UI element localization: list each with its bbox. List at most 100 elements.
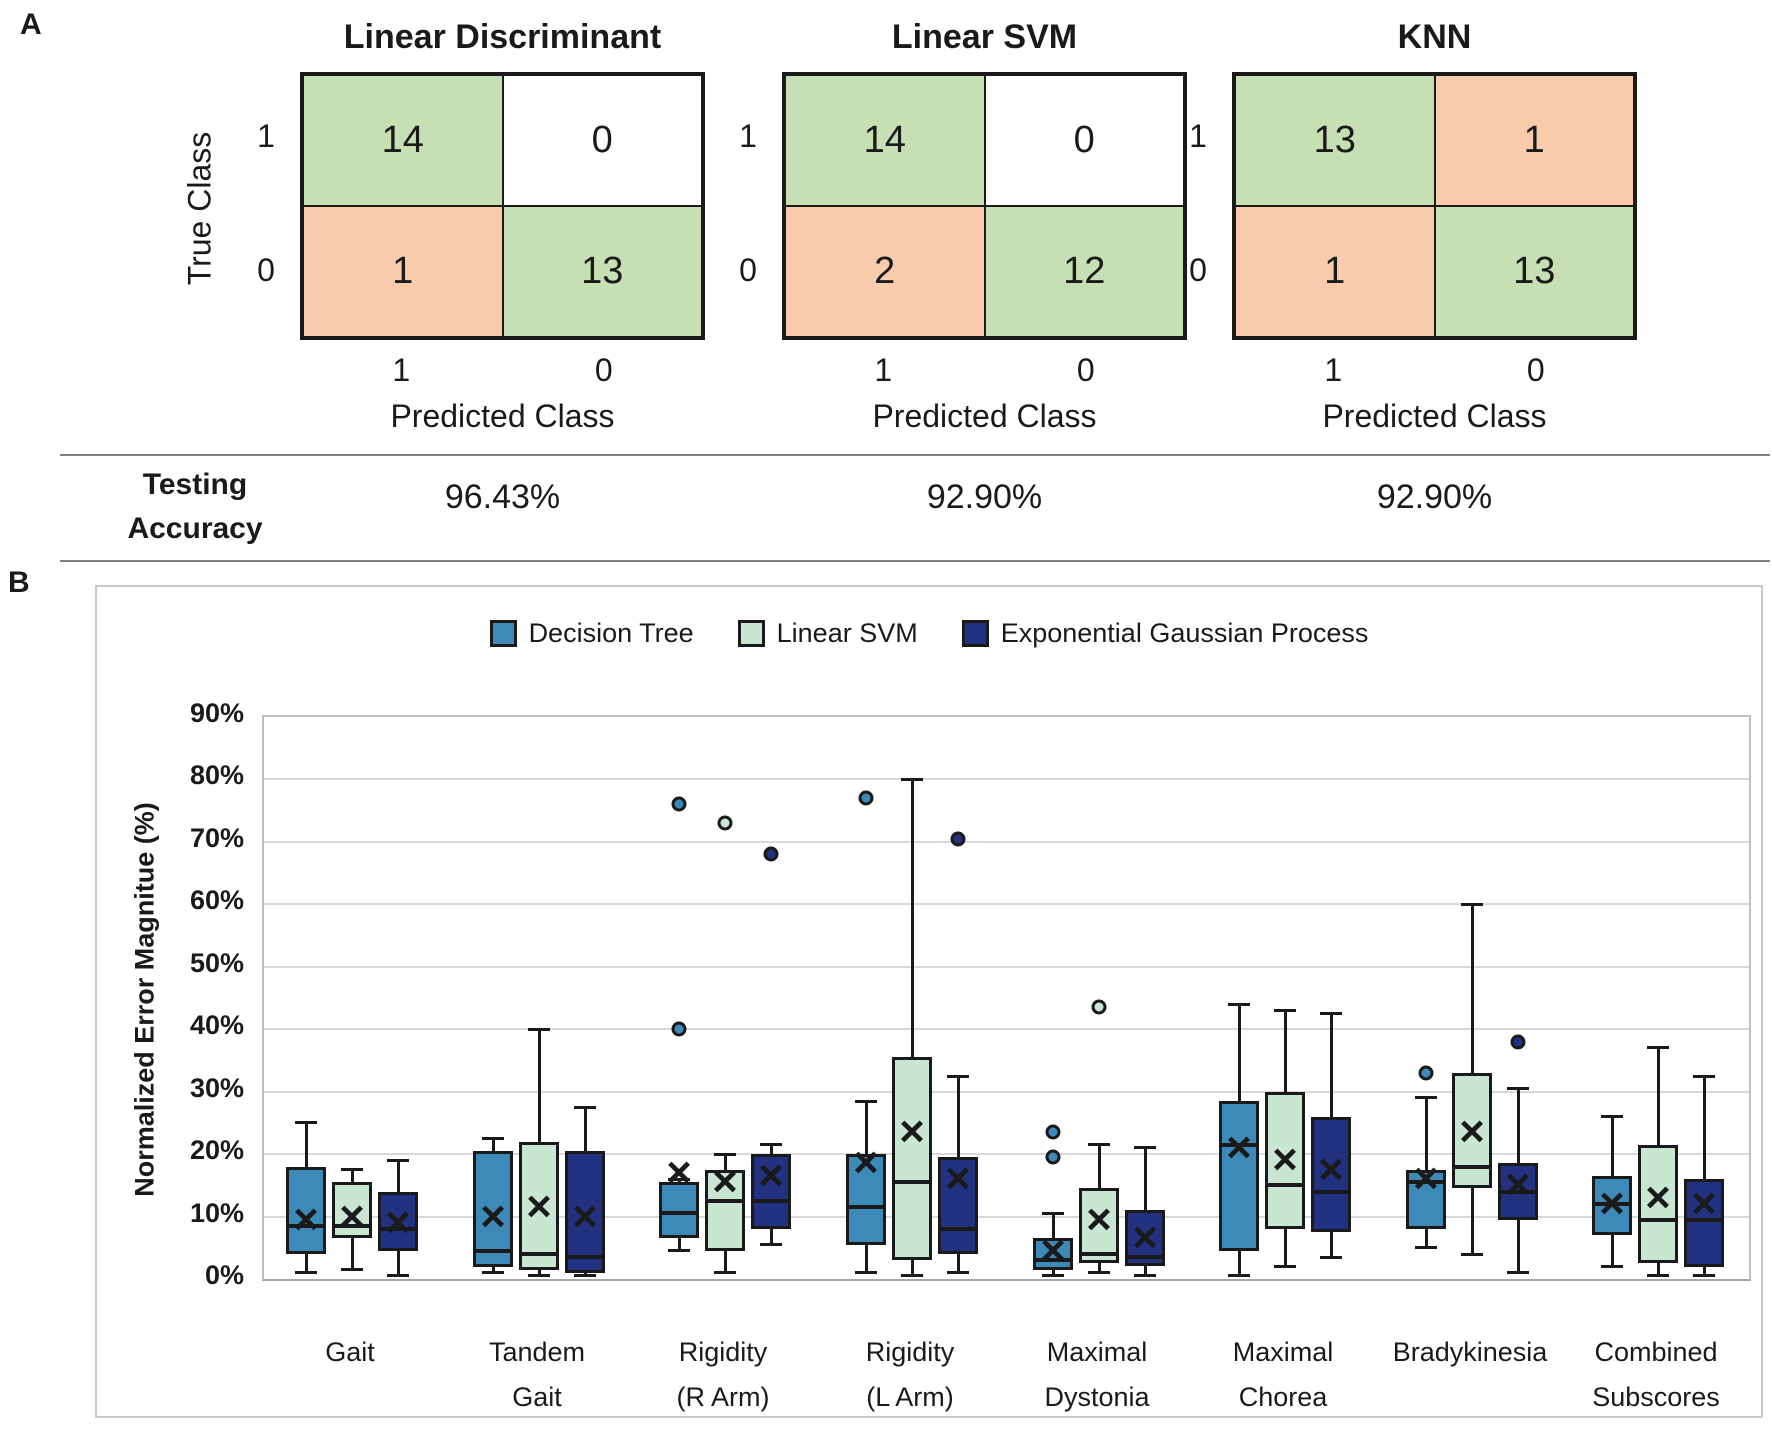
outlier-point [1091,999,1107,1015]
box-body [1406,1169,1446,1230]
outlier-point [1510,1034,1526,1050]
whisker-cap [1461,902,1483,906]
outlier-point [1045,1124,1061,1140]
median-line [1079,1252,1119,1257]
box-body [565,1150,605,1273]
box-body [286,1166,326,1255]
testing-accuracy-value: 96.43% [444,478,561,516]
box-body [1638,1144,1678,1264]
whisker-cap [901,1274,923,1278]
box-body [1311,1116,1351,1233]
x-category-label-line: Maximal [1232,1337,1334,1367]
median-line [1406,1180,1446,1185]
whisker-cap [1320,1255,1342,1259]
true-class-axis-label: True Class [181,131,218,286]
median-line [1684,1217,1724,1222]
box-body [938,1157,978,1254]
whisker-cap [1134,1274,1156,1278]
y-tick-label: 90% [189,698,244,728]
testing-accuracy-line2: Accuracy [127,511,263,545]
median-line [378,1227,418,1232]
matrix-title: KNN [1397,18,1472,56]
median-line [1498,1189,1538,1194]
whisker-cap [901,777,923,781]
x-category-label-line: Combined [1594,1337,1718,1367]
median-line [1033,1258,1073,1263]
matrix-cell: 0 [984,75,1184,206]
legend-label: Decision Tree [528,618,694,648]
col-tick-label: 0 [1526,352,1545,388]
row-tick-label: 1 [739,118,757,154]
y-tick-label: 80% [189,760,244,791]
x-category-label-line: (R Arm) [676,1381,770,1412]
median-line [519,1252,559,1257]
matrix-cell: 0 [502,75,702,206]
median-line [938,1227,978,1232]
whisker-cap [1647,1046,1669,1050]
gridline [264,840,1749,843]
median-line [705,1198,745,1203]
legend-item: Exponential Gaussian Process [961,618,1368,649]
median-line [1125,1255,1165,1260]
whisker-cap [1042,1211,1064,1215]
matrix-grid: 13 1 1 13 [1232,72,1637,340]
col-tick-label: 1 [874,352,893,388]
predicted-class-axis-label: Predicted Class [390,398,615,434]
col-tick-label: 1 [1324,352,1343,388]
whisker-cap [668,1177,690,1181]
matrix-cell: 13 [1235,75,1435,206]
gridline [264,1153,1749,1156]
whisker-cap [947,1074,969,1078]
median-line [1638,1217,1678,1222]
median-line [473,1248,513,1253]
matrix-cell: 13 [502,206,702,337]
gridline [264,1028,1749,1031]
matrix-cell: 1 [1434,75,1634,206]
box-body [1219,1101,1259,1251]
box-body [705,1169,745,1251]
box-body [751,1154,791,1230]
legend-swatch-icon [737,620,765,647]
whisker-cap [341,1268,363,1272]
whisker-cap [387,1158,409,1162]
matrix-cell: 1 [303,206,503,337]
whisker-cap [947,1271,969,1275]
row-tick-label: 0 [1189,252,1207,288]
testing-accuracy-line1: Testing [142,468,248,501]
legend-label: Linear SVM [776,618,918,648]
outlier-point [1418,1065,1434,1081]
x-category-label: Rigidity (R Arm) [613,1330,833,1419]
matrix-cell: 1 [1235,206,1435,337]
whisker-cap [714,1152,736,1156]
whisker-cap [1693,1274,1715,1278]
whisker-cap [482,1137,504,1140]
x-category-label: Maximal Chorea [1173,1330,1393,1419]
x-category-label: Gait [240,1330,460,1375]
whisker-cap [1134,1146,1156,1150]
whisker-cap [1274,1008,1296,1012]
whisker-cap [341,1168,363,1172]
y-tick-label: 40% [189,1010,244,1041]
box-body [846,1154,886,1245]
median-line [659,1211,699,1216]
y-tick-label: 0% [204,1260,244,1290]
y-tick-label: 20% [189,1135,244,1166]
whisker-cap [574,1105,596,1109]
box-body [473,1150,513,1267]
legend-swatch-icon [961,620,989,647]
x-category-label-line: Maximal [1046,1337,1148,1367]
median-line [892,1180,932,1185]
whisker-cap [760,1143,782,1147]
matrix-cell: 14 [303,75,503,206]
x-category-label: Rigidity (L Arm) [800,1330,1020,1419]
divider-bottom [60,560,1770,562]
y-tick-label: 60% [189,885,244,916]
whisker-cap [528,1027,550,1031]
whisker-cap [295,1271,317,1275]
y-tick-label: 30% [189,1072,244,1103]
median-line [1265,1183,1305,1188]
gridline [264,1090,1749,1093]
x-category-label-line: (L Arm) [866,1381,954,1412]
predicted-class-axis-label: Predicted Class [1322,398,1547,434]
